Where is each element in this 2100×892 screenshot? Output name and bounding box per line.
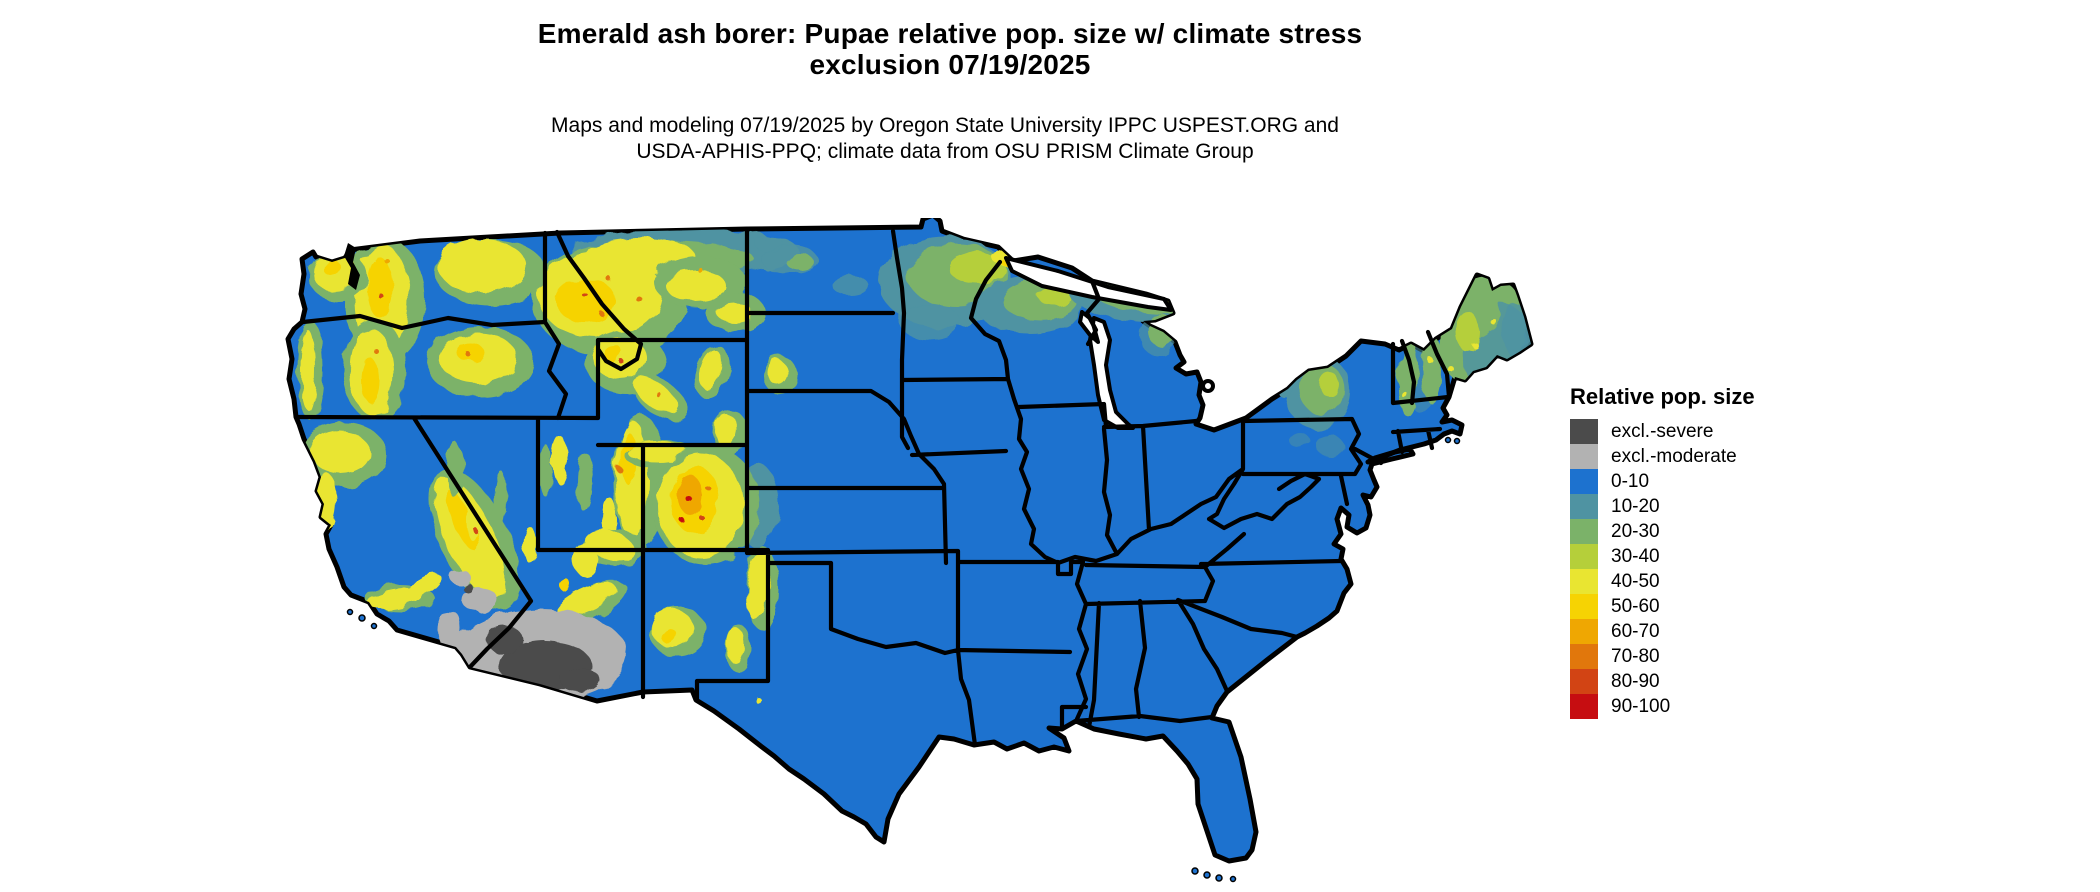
subtitle-line-1: Maps and modeling 07/19/2025 by Oregon S…	[551, 114, 1339, 137]
legend-item: 80-90	[1570, 669, 1830, 694]
legend-rows: excl.-severe excl.-moderate 0-10 10-20 20-30…	[1570, 419, 1830, 719]
legend-swatch-icon	[1570, 619, 1598, 644]
title-line-2: exclusion 07/19/2025	[809, 49, 1091, 80]
legend-item: excl.-moderate	[1570, 444, 1830, 469]
legend-swatch-icon	[1570, 644, 1598, 669]
legend-title: Relative pop. size	[1570, 384, 1755, 409]
florida-key	[1191, 867, 1199, 875]
channel-island	[370, 622, 378, 630]
state-borders	[293, 226, 1452, 748]
puget-sound	[344, 243, 360, 290]
channel-island	[358, 614, 366, 622]
legend-item-label: 10-20	[1611, 495, 1660, 517]
plot-subtitle: Maps and modeling 07/19/2025 by Oregon S…	[240, 113, 1650, 165]
legend-swatch-icon	[1570, 694, 1598, 719]
title-line-1: Emerald ash borer: Pupae relative pop. s…	[537, 18, 1363, 49]
legend-item: 20-30	[1570, 519, 1830, 544]
legend-item: 10-20	[1570, 494, 1830, 519]
legend-swatch-icon	[1570, 569, 1598, 594]
legend-swatch-icon	[1570, 519, 1598, 544]
legend-item-label: 50-60	[1611, 595, 1660, 617]
legend-item-label: 20-30	[1611, 520, 1660, 542]
legend-item-label: excl.-moderate	[1611, 445, 1737, 467]
population-raster-layer	[297, 228, 1531, 703]
legend-item: 90-100	[1570, 694, 1830, 719]
legend-item-label: 30-40	[1611, 545, 1660, 567]
legend-swatch-icon	[1570, 419, 1598, 444]
nantucket-island	[1444, 436, 1452, 444]
legend-item: 50-60	[1570, 594, 1830, 619]
legend-item: 70-80	[1570, 644, 1830, 669]
legend-item-label: 40-50	[1611, 570, 1660, 592]
subtitle-line-2: USDA-APHIS-PPQ; climate data from OSU PR…	[636, 140, 1254, 163]
legend-item-label: 0-10	[1611, 470, 1650, 492]
legend-item: excl.-severe	[1570, 419, 1830, 444]
legend-item-label: 90-100	[1611, 695, 1671, 717]
legend-item: 30-40	[1570, 544, 1830, 569]
legend-item-label: 70-80	[1611, 645, 1660, 667]
legend-swatch-icon	[1570, 469, 1598, 494]
legend: Relative pop. size excl.-severe excl.-mod…	[1570, 384, 1830, 719]
legend-item: 40-50	[1570, 569, 1830, 594]
lake-st-clair	[1201, 379, 1215, 393]
us-map	[230, 218, 1575, 883]
channel-island	[346, 608, 354, 616]
legend-item: 0-10	[1570, 469, 1830, 494]
lake-superior	[1004, 256, 1173, 312]
legend-swatch-icon	[1570, 494, 1598, 519]
plot-title: Emerald ash borer: Pupae relative pop. s…	[240, 18, 1660, 80]
florida-key	[1229, 875, 1237, 883]
legend-item-label: 80-90	[1611, 670, 1660, 692]
marthas-vineyard-island	[1453, 437, 1461, 445]
legend-item-label: 60-70	[1611, 620, 1660, 642]
legend-item: 60-70	[1570, 619, 1830, 644]
legend-swatch-icon	[1570, 544, 1598, 569]
legend-item-label: excl.-severe	[1611, 420, 1714, 442]
legend-swatch-icon	[1570, 444, 1598, 469]
florida-key	[1203, 871, 1211, 879]
florida-key	[1215, 874, 1223, 882]
legend-swatch-icon	[1570, 594, 1598, 619]
legend-swatch-icon	[1570, 669, 1598, 694]
